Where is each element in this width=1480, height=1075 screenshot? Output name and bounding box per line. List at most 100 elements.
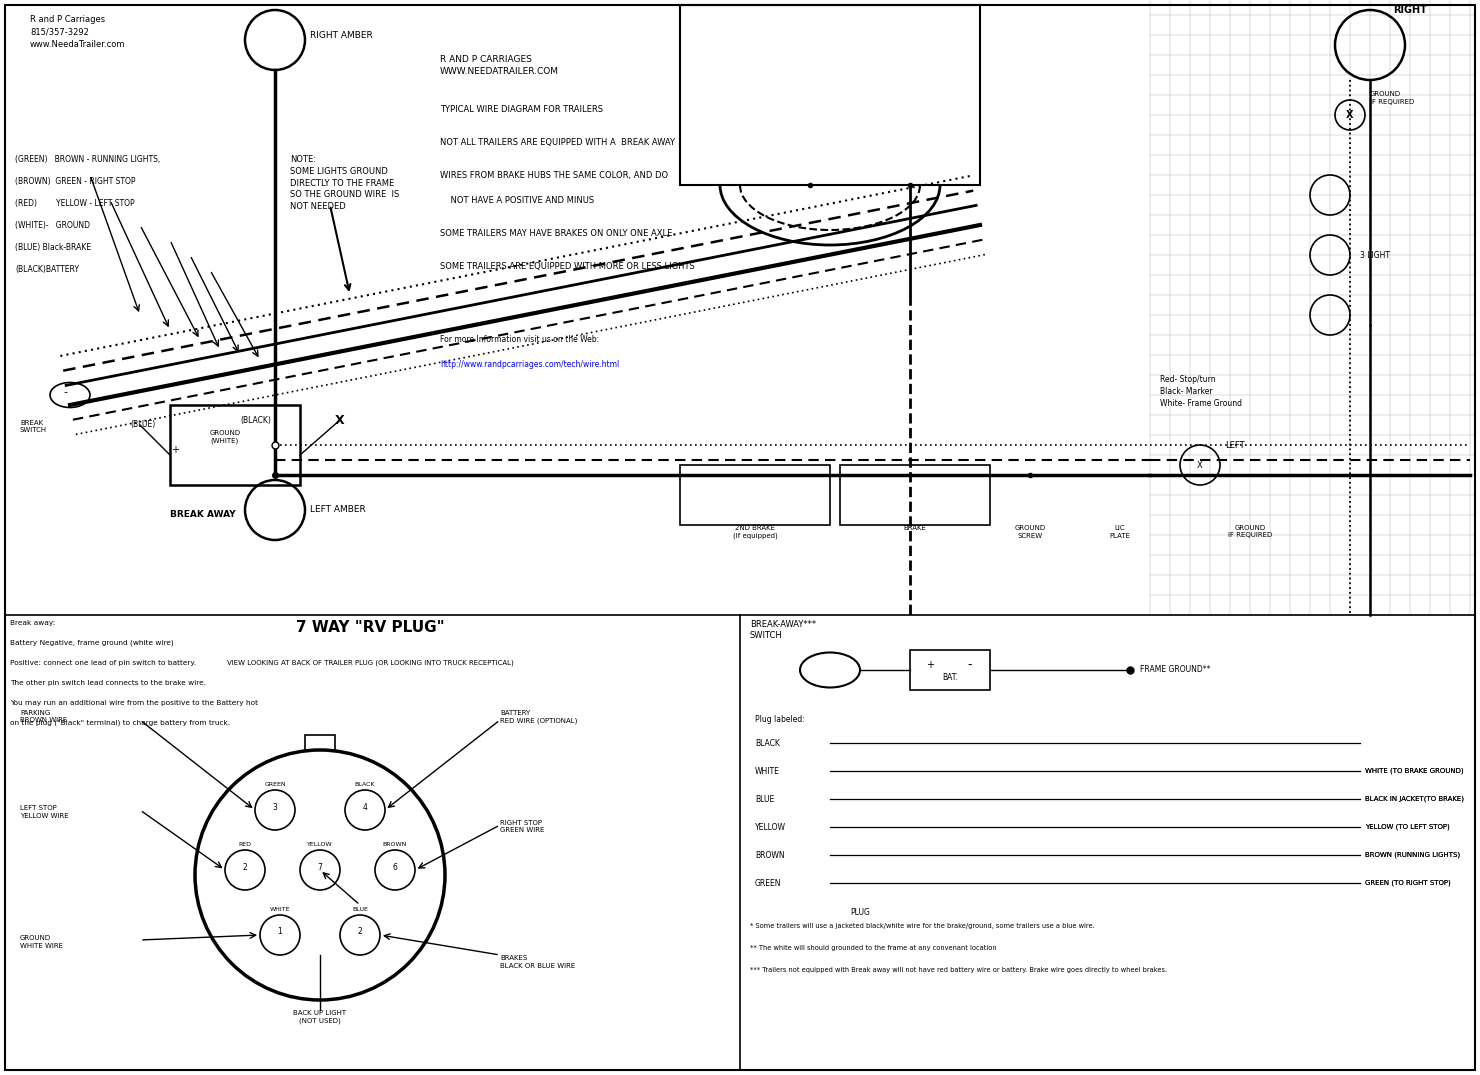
Text: FRAME GROUND**: FRAME GROUND**	[1140, 665, 1211, 674]
Text: RIGHT STOP
GREEN WIRE: RIGHT STOP GREEN WIRE	[500, 820, 545, 833]
Text: X: X	[1197, 460, 1203, 470]
Text: (BLACK)BATTERY: (BLACK)BATTERY	[15, 266, 78, 274]
Text: BROWN (RUNNING LIGHTS): BROWN (RUNNING LIGHTS)	[1365, 851, 1461, 858]
Text: GREEN (TO RIGHT STOP): GREEN (TO RIGHT STOP)	[1365, 879, 1450, 886]
Text: BREAK AWAY: BREAK AWAY	[170, 510, 235, 519]
Text: BACK UP LIGHT
(NOT USED): BACK UP LIGHT (NOT USED)	[293, 1010, 346, 1024]
Text: GROUND
(WHITE): GROUND (WHITE)	[210, 430, 241, 444]
Text: * Some trailers will use a jacketed black/white wire for the brake/ground, some : * Some trailers will use a jacketed blac…	[750, 923, 1095, 929]
Text: GREEN: GREEN	[265, 782, 286, 787]
Text: -: -	[64, 387, 67, 397]
Text: Plug labeled:: Plug labeled:	[755, 715, 805, 723]
Text: BLACK: BLACK	[355, 782, 376, 787]
Text: YELLOW: YELLOW	[308, 842, 333, 847]
Text: R and P Carriages
815/357-3292
www.NeedaTrailer.com: R and P Carriages 815/357-3292 www.Needa…	[30, 15, 126, 49]
Text: 2: 2	[358, 928, 363, 936]
Text: BAT.: BAT.	[943, 674, 958, 683]
Text: Break away:: Break away:	[10, 620, 55, 626]
Text: YELLOW (TO LEFT STOP): YELLOW (TO LEFT STOP)	[1365, 823, 1450, 830]
Text: NOT ALL TRAILERS ARE EQUIPPED WITH A  BREAK AWAY: NOT ALL TRAILERS ARE EQUIPPED WITH A BRE…	[440, 138, 675, 147]
Text: WHITE (TO BRAKE GROUND): WHITE (TO BRAKE GROUND)	[1365, 768, 1464, 774]
Text: ** The white will should grounded to the frame at any convenant location: ** The white will should grounded to the…	[750, 945, 996, 951]
Text: YELLOW: YELLOW	[755, 822, 786, 831]
Text: BREAK
SWITCH: BREAK SWITCH	[21, 420, 47, 433]
Text: NOTE:
SOME LIGHTS GROUND
DIRECTLY TO THE FRAME
SO THE GROUND WIRE  IS
NOT NEEDED: NOTE: SOME LIGHTS GROUND DIRECTLY TO THE…	[290, 155, 400, 211]
Text: BLACK: BLACK	[755, 739, 780, 747]
Text: 7: 7	[318, 862, 323, 872]
Bar	[305, 735, 334, 750]
Text: -: -	[968, 659, 972, 672]
Text: (WHITE)-   GROUND: (WHITE)- GROUND	[15, 221, 90, 230]
Text: WIRES FROM BRAKE HUBS THE SAME COLOR, AND DO: WIRES FROM BRAKE HUBS THE SAME COLOR, AN…	[440, 171, 667, 180]
Text: 2: 2	[243, 862, 247, 872]
Text: X: X	[1347, 110, 1354, 120]
Text: 3: 3	[272, 803, 277, 812]
Text: GROUND
IF REQUIRED: GROUND IF REQUIRED	[1370, 91, 1415, 105]
Text: BROWN (RUNNING LIGHTS): BROWN (RUNNING LIGHTS)	[1365, 851, 1461, 858]
Text: VIEW LOOKING AT BACK OF TRAILER PLUG (OR LOOKING INTO TRUCK RECEPTICAL): VIEW LOOKING AT BACK OF TRAILER PLUG (OR…	[226, 660, 514, 666]
Text: 7 WAY "RV PLUG": 7 WAY "RV PLUG"	[296, 620, 444, 635]
Text: GREEN (TO RIGHT STOP): GREEN (TO RIGHT STOP)	[1365, 879, 1450, 886]
Bar	[679, 5, 980, 185]
Text: Red- Stop/turn
Black- Marker
White- Frame Ground: Red- Stop/turn Black- Marker White- Fram…	[1160, 375, 1242, 407]
Text: LEFT: LEFT	[1225, 441, 1245, 450]
Text: BRAKE: BRAKE	[904, 525, 926, 531]
Text: WHITE (TO BRAKE GROUND): WHITE (TO BRAKE GROUND)	[1365, 768, 1464, 774]
Text: +: +	[172, 445, 179, 455]
Text: BROWN: BROWN	[383, 842, 407, 847]
Bar	[170, 405, 300, 485]
Text: PLUG: PLUG	[850, 908, 870, 917]
Text: BLACK IN JACKET(TO BRAKE): BLACK IN JACKET(TO BRAKE)	[1365, 796, 1464, 802]
Text: SOME TRAILERS MAY HAVE BRAKES ON ONLY ONE AXLE: SOME TRAILERS MAY HAVE BRAKES ON ONLY ON…	[440, 229, 672, 238]
Text: 1: 1	[278, 928, 283, 936]
Text: on the plug ("Black" terminal) to charge battery from truck.: on the plug ("Black" terminal) to charge…	[10, 720, 229, 727]
Text: 6: 6	[392, 862, 398, 872]
Text: LEFT AMBER: LEFT AMBER	[309, 505, 366, 515]
Text: (BLUE) Black-BRAKE: (BLUE) Black-BRAKE	[15, 243, 92, 252]
Text: (RED)        YELLOW - LEFT STOP: (RED) YELLOW - LEFT STOP	[15, 199, 135, 207]
Text: (BROWN)  GREEN - RIGHT STOP: (BROWN) GREEN - RIGHT STOP	[15, 177, 136, 186]
Text: You may run an additional wire from the positive to the Battery hot: You may run an additional wire from the …	[10, 700, 258, 706]
Text: BRAKES
BLACK OR BLUE WIRE: BRAKES BLACK OR BLUE WIRE	[500, 955, 576, 969]
Text: RIGHT: RIGHT	[1393, 5, 1427, 15]
Bar	[679, 465, 830, 525]
Text: +: +	[926, 660, 934, 670]
Text: 4: 4	[363, 803, 367, 812]
Text: BLUE: BLUE	[755, 794, 774, 803]
Text: 3 LIGHT: 3 LIGHT	[1360, 250, 1390, 259]
Text: The other pin switch lead connects to the brake wire.: The other pin switch lead connects to th…	[10, 680, 206, 686]
Text: 2ND BRAKE
(If equipped): 2ND BRAKE (If equipped)	[733, 525, 777, 539]
Text: Battery Negative, frame ground (white wire): Battery Negative, frame ground (white wi…	[10, 640, 173, 646]
Text: BREAK-AWAY***
SWITCH: BREAK-AWAY*** SWITCH	[750, 620, 815, 640]
Text: *** Trailers not equipped with Break away will not have red battery wire or batt: *** Trailers not equipped with Break awa…	[750, 968, 1168, 973]
Text: GREEN: GREEN	[755, 878, 781, 888]
Text: WHITE: WHITE	[269, 907, 290, 912]
Text: BATTERY
RED WIRE (OPTIONAL): BATTERY RED WIRE (OPTIONAL)	[500, 710, 577, 723]
Text: BLACK IN JACKET(TO BRAKE): BLACK IN JACKET(TO BRAKE)	[1365, 796, 1464, 802]
Text: R AND P CARRIAGES
WWW.NEEDATRAILER.COM: R AND P CARRIAGES WWW.NEEDATRAILER.COM	[440, 55, 559, 76]
Text: RIGHT AMBER: RIGHT AMBER	[309, 30, 373, 40]
Text: BROWN: BROWN	[755, 850, 784, 860]
Text: X: X	[334, 414, 345, 427]
Text: WHITE: WHITE	[755, 766, 780, 775]
Text: (GREEN)   BROWN - RUNNING LIGHTS,: (GREEN) BROWN - RUNNING LIGHTS,	[15, 155, 160, 164]
Text: http://www.randpcarriages.com/tech/wire.html: http://www.randpcarriages.com/tech/wire.…	[440, 360, 619, 369]
Text: BLUE: BLUE	[352, 907, 369, 912]
Text: For more Information visit us on the Web:: For more Information visit us on the Web…	[440, 335, 599, 344]
Text: RED: RED	[238, 842, 252, 847]
Text: Positive: connect one lead of pin switch to battery.: Positive: connect one lead of pin switch…	[10, 660, 197, 666]
Text: LIC
PLATE: LIC PLATE	[1110, 525, 1131, 539]
Text: YELLOW (TO LEFT STOP): YELLOW (TO LEFT STOP)	[1365, 823, 1450, 830]
Text: PARKING
BROWN WIRE: PARKING BROWN WIRE	[21, 710, 67, 723]
Text: (BLACK): (BLACK)	[240, 416, 271, 425]
Text: GROUND
WHITE WIRE: GROUND WHITE WIRE	[21, 935, 64, 948]
Bar	[841, 465, 990, 525]
Text: (BLUE): (BLUE)	[130, 420, 155, 430]
Text: TYPICAL WIRE DIAGRAM FOR TRAILERS: TYPICAL WIRE DIAGRAM FOR TRAILERS	[440, 105, 602, 114]
Text: NOT HAVE A POSITIVE AND MINUS: NOT HAVE A POSITIVE AND MINUS	[440, 196, 593, 205]
Text: GROUND
IF REQUIRED: GROUND IF REQUIRED	[1228, 525, 1273, 539]
Bar	[910, 650, 990, 690]
Text: LEFT STOP
YELLOW WIRE: LEFT STOP YELLOW WIRE	[21, 805, 68, 818]
Text: GROUND
SCREW: GROUND SCREW	[1014, 525, 1045, 539]
Text: SOME TRAILERS ARE EQUIPPED WITH MORE OR LESS LIGHTS: SOME TRAILERS ARE EQUIPPED WITH MORE OR …	[440, 262, 694, 271]
